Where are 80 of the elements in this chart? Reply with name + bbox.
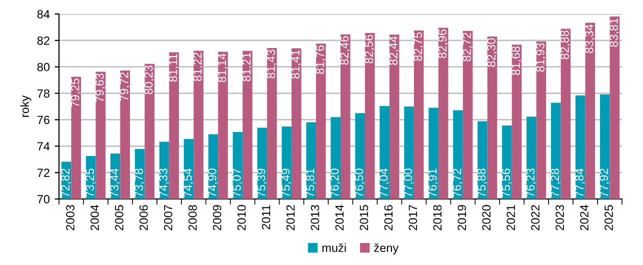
y-tick-label: 84	[37, 10, 50, 18]
data-label: 82,44	[389, 36, 399, 65]
y-tick-label: 80	[37, 62, 50, 72]
x-tick-label: 2005	[115, 205, 124, 230]
y-axis-title: roky	[20, 95, 32, 117]
data-label: 74,90	[208, 168, 218, 198]
data-label: 82,96	[438, 30, 448, 58]
data-label: 73,78	[134, 168, 144, 198]
x-tick-label: 2006	[139, 205, 148, 230]
x-tick-label: 2022	[531, 205, 540, 230]
legend-label: muži	[322, 243, 346, 252]
data-label: 77,00	[404, 168, 414, 198]
x-tick-label: 2018	[433, 205, 442, 230]
x-tick-label: 2004	[90, 204, 99, 230]
y-tick-label: 74	[37, 142, 50, 150]
data-label: 76,20	[330, 168, 340, 198]
data-label: 76,23	[526, 168, 536, 198]
data-label: 79,63	[95, 74, 106, 102]
x-tick-label: 2024	[580, 204, 588, 230]
data-label: 76,50	[354, 168, 365, 198]
data-label: 75,49	[281, 168, 292, 198]
data-label: 75,81	[306, 168, 316, 198]
x-tick-label: 2015	[360, 205, 368, 230]
data-label: 82,88	[560, 30, 570, 60]
data-label: 81,21	[242, 52, 252, 82]
data-label: 81,22	[193, 52, 204, 82]
data-label: 82,72	[462, 32, 472, 62]
x-tick-label: 2010	[237, 205, 246, 230]
data-label: 81,14	[218, 53, 228, 82]
data-label: 75,39	[256, 168, 267, 198]
y-tick-label: 70	[37, 195, 50, 204]
y-tick-label: 72	[37, 168, 50, 177]
data-label: 83,34	[584, 24, 595, 54]
data-label: 77,84	[575, 168, 585, 198]
data-label: 77,28	[550, 168, 560, 198]
data-label: 76,72	[452, 168, 463, 198]
data-label: 75,07	[232, 168, 242, 198]
data-label: 76,91	[428, 168, 438, 198]
legend-label: ženy	[374, 243, 399, 254]
data-label: 72,82	[61, 168, 71, 198]
data-label: 79,72	[120, 72, 130, 101]
data-label: 82,46	[340, 36, 350, 65]
data-label: 81,41	[291, 50, 302, 79]
x-tick-label: 2025	[604, 205, 613, 230]
y-tick-label: 78	[37, 89, 50, 98]
data-label: 82,30	[487, 38, 497, 67]
x-tick-label: 2011	[262, 205, 270, 230]
x-tick-label: 2009	[212, 205, 222, 230]
data-label: 77,04	[379, 168, 390, 198]
data-label: 81,76	[316, 45, 326, 74]
data-label: 82,56	[364, 34, 374, 64]
data-label: 83,81	[609, 18, 620, 47]
data-label: 82,75	[414, 32, 424, 61]
data-label: 81,43	[266, 50, 277, 78]
data-label: 81,68	[512, 46, 522, 76]
x-tick-label: 2016	[384, 205, 393, 230]
x-tick-label: 2017	[408, 205, 418, 230]
x-tick-label: 2003	[66, 205, 74, 230]
data-label: 77,92	[600, 168, 610, 198]
x-tick-label: 2020	[482, 205, 491, 230]
x-tick-label: 2023	[556, 205, 564, 230]
x-tick-label: 2008	[188, 205, 197, 230]
x-tick-label: 2019	[458, 205, 466, 230]
data-label: 74,54	[184, 168, 194, 198]
x-tick-label: 2013	[310, 205, 320, 230]
data-label: 75,56	[502, 168, 512, 198]
data-label: 81,11	[168, 54, 179, 82]
data-label: 80,23	[144, 66, 154, 94]
x-tick-label: 2007	[164, 205, 172, 230]
y-tick-label: 82	[37, 36, 50, 45]
data-label: 79,25	[70, 78, 81, 108]
data-label: 74,33	[159, 168, 169, 198]
data-label: 75,88	[477, 168, 488, 198]
data-label: 73,25	[86, 168, 96, 198]
x-tick-label: 2014	[335, 204, 344, 230]
y-tick-label: 76	[37, 116, 50, 124]
data-label: 73,44	[110, 168, 120, 198]
data-label: 81,93	[536, 43, 546, 72]
x-tick-label: 2021	[506, 205, 516, 230]
x-tick-label: 2012	[286, 205, 295, 230]
